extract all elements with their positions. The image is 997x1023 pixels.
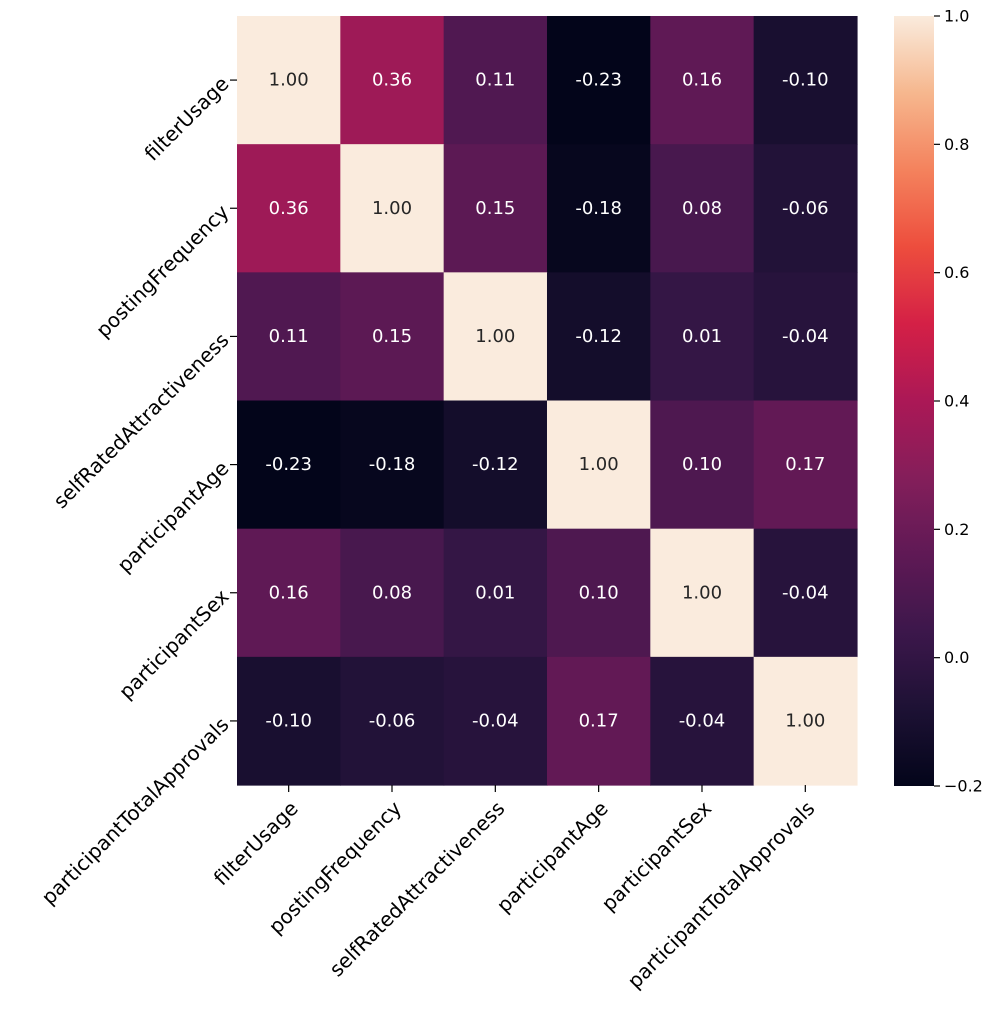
cell-value-label: -0.18 xyxy=(575,198,622,219)
cell-value-label: 0.10 xyxy=(579,582,619,603)
heatmap-cell xyxy=(340,272,445,402)
cell-value-label: 0.01 xyxy=(682,326,722,347)
heatmap-cell xyxy=(650,16,755,145)
cell-value-label: 1.00 xyxy=(269,70,309,91)
heatmap-cell xyxy=(237,16,341,145)
colorbar-tick-label: 0.4 xyxy=(944,392,969,411)
heatmap-cell xyxy=(340,400,445,530)
cell-value-label: 0.10 xyxy=(682,454,722,475)
heatmap-cell xyxy=(443,272,548,402)
cell-value-label: 0.08 xyxy=(372,582,412,603)
heatmap-cell xyxy=(650,400,755,530)
colorbar-gradient xyxy=(894,16,934,786)
heatmap-cell xyxy=(650,656,755,786)
cell-value-label: 0.11 xyxy=(269,326,309,347)
heatmap-cell xyxy=(237,144,341,273)
colorbar: −0.2 0.0 0.2 0.4 0.6 0.8 1.0 xyxy=(894,7,983,796)
x-tick-label: participantSex xyxy=(597,796,717,916)
heatmap-cell xyxy=(546,144,651,273)
heatmap-cell xyxy=(753,272,858,402)
cell-value-label: 0.15 xyxy=(475,198,515,219)
heatmap-cell xyxy=(753,400,858,530)
colorbar-tick-label: 0.8 xyxy=(944,135,969,154)
heatmap-cell xyxy=(237,528,341,658)
x-tick-label: participantTotalApprovals xyxy=(623,796,820,993)
heatmap-cell xyxy=(443,16,548,145)
colorbar-tick-label: 1.0 xyxy=(944,7,969,26)
heatmap-cell xyxy=(443,528,548,658)
cell-value-label: -0.23 xyxy=(265,454,312,475)
heatmap-cell xyxy=(546,16,651,145)
cell-value-label: 0.01 xyxy=(475,582,515,603)
heatmap-cell xyxy=(546,528,651,658)
cell-value-label: 0.16 xyxy=(682,70,722,91)
heatmap-cell xyxy=(237,272,341,402)
heatmap-cell xyxy=(546,400,651,530)
heatmap-cell xyxy=(340,656,445,786)
cell-value-label: -0.12 xyxy=(575,326,622,347)
cell-value-label: 1.00 xyxy=(475,326,515,347)
cell-value-label: 1.00 xyxy=(579,454,619,475)
x-tick-label: participantAge xyxy=(492,796,613,917)
cell-value-label: 0.17 xyxy=(785,454,825,475)
heatmap-cell xyxy=(340,528,445,658)
colorbar-tick-label: 0.6 xyxy=(944,263,969,282)
y-tick-label: participantTotalApprovals xyxy=(37,712,234,909)
colorbar-tick-label: −0.2 xyxy=(944,777,983,796)
cell-value-label: 0.36 xyxy=(269,198,309,219)
y-tick-label: filterUsage xyxy=(140,72,234,166)
cell-value-label: 0.08 xyxy=(682,198,722,219)
cell-value-label: 0.36 xyxy=(372,70,412,91)
cell-value-label: 1.00 xyxy=(785,710,825,731)
cell-value-label: -0.06 xyxy=(782,198,829,219)
heatmap-cell xyxy=(546,272,651,402)
heatmap-cell xyxy=(753,528,858,658)
x-tick-label: selfRatedAttractiveness xyxy=(324,796,509,981)
heatmap-cell xyxy=(650,144,755,273)
heatmap-cell xyxy=(443,656,548,786)
cell-value-label: -0.04 xyxy=(472,710,519,731)
colorbar-tick-label: 0.0 xyxy=(944,648,969,667)
heatmap-cell xyxy=(650,528,755,658)
cell-value-label: 1.00 xyxy=(682,582,722,603)
cell-value-label: -0.04 xyxy=(679,710,726,731)
cell-value-label: 0.17 xyxy=(579,710,619,731)
cell-value-label: -0.04 xyxy=(782,326,829,347)
cell-value-label: -0.10 xyxy=(265,710,312,731)
heatmap-cell xyxy=(753,16,858,145)
x-axis-ticks: filterUsagepostingFrequencyselfRatedAttr… xyxy=(209,785,820,993)
y-tick-label: postingFrequency xyxy=(91,200,234,343)
cell-value-label: 0.16 xyxy=(269,582,309,603)
x-tick-label: filterUsage xyxy=(209,796,303,890)
y-axis-ticks: filterUsagepostingFrequencyselfRatedAttr… xyxy=(37,72,237,909)
heatmap-cell xyxy=(753,144,858,273)
heatmap-cell xyxy=(340,16,445,145)
cell-value-label: -0.10 xyxy=(782,70,829,91)
cell-value-label: -0.23 xyxy=(575,70,622,91)
heatmap-cell xyxy=(237,400,341,530)
cell-value-label: 1.00 xyxy=(372,198,412,219)
cell-value-label: 0.15 xyxy=(372,326,412,347)
heatmap-cell xyxy=(237,656,341,786)
heatmap-cell xyxy=(443,144,548,273)
colorbar-tick-label: 0.2 xyxy=(944,520,969,539)
heatmap-cell xyxy=(546,656,651,786)
heatmap-cell xyxy=(443,400,548,530)
heatmap-cells: 1.00 0.36 0.11 -0.23 0.16 -0.10 0.36 1.00 0.15 -0… xyxy=(237,16,858,786)
heatmap-cell xyxy=(340,144,445,273)
cell-value-label: -0.04 xyxy=(782,582,829,603)
heatmap-cell xyxy=(753,656,858,786)
heatmap-cell xyxy=(650,272,755,402)
cell-value-label: 0.11 xyxy=(475,70,515,91)
cell-value-label: -0.18 xyxy=(369,454,416,475)
y-tick-label: participantSex xyxy=(114,584,234,704)
y-tick-label: participantAge xyxy=(112,456,233,577)
cell-value-label: -0.06 xyxy=(369,710,416,731)
cell-value-label: -0.12 xyxy=(472,454,519,475)
